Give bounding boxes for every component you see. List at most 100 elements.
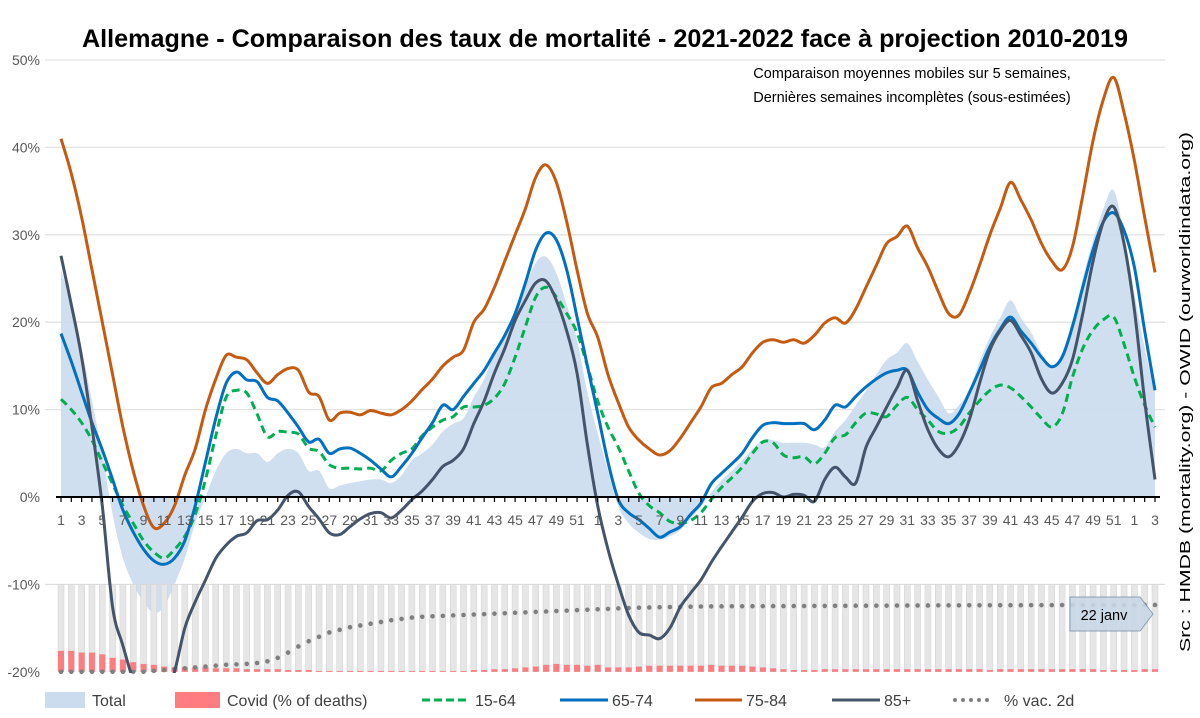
covid-bar [450, 670, 457, 672]
covid-bar [873, 669, 880, 672]
background-bar [398, 584, 405, 673]
y-tick-label: 10% [12, 402, 40, 418]
covid-bar [130, 662, 137, 672]
vac-dot [399, 616, 404, 622]
vac-dot [388, 617, 394, 623]
x-tick-label: 33 [383, 512, 399, 528]
background-bar [1151, 584, 1159, 673]
x-tick-label: 5 [98, 512, 106, 528]
background-bar [955, 584, 963, 673]
vac-dot [822, 603, 828, 609]
vac-dot [781, 603, 786, 609]
background-bar [842, 584, 849, 673]
covid-bar [1017, 669, 1024, 672]
x-tick-label: 5 [635, 512, 643, 528]
vac-dot [1028, 602, 1034, 608]
covid-bar [986, 670, 993, 672]
covid-bar [357, 670, 364, 672]
vac-dot [368, 621, 373, 627]
covid-bar [728, 665, 735, 672]
series-line-75-84 [59, 75, 1157, 531]
background-bar [914, 584, 921, 673]
covid-bar [801, 670, 808, 672]
vac-dot [574, 607, 580, 613]
covid-bar [697, 665, 704, 672]
background-bar [1007, 584, 1014, 673]
vac-dot [461, 612, 466, 618]
vac-dot [935, 603, 941, 608]
covid-bar [718, 665, 725, 672]
vac-dot [471, 612, 477, 617]
vac-dot [254, 660, 260, 666]
y-tick-label: 30% [12, 227, 40, 243]
background-bar [893, 584, 901, 673]
covid-bar [739, 665, 746, 672]
vac-dot [997, 602, 1003, 608]
covid-bar [274, 669, 281, 672]
background-bar [150, 584, 158, 673]
x-tick-label: 41 [466, 512, 482, 528]
vac-dot [698, 604, 704, 609]
background-bar [800, 584, 808, 673]
vac-dot [244, 661, 250, 667]
vac-dot [223, 662, 229, 668]
vac-dot [966, 602, 972, 608]
covid-bar [1131, 670, 1138, 672]
background-bar [491, 584, 498, 673]
background-bar [790, 584, 798, 673]
x-tick-label: 47 [1065, 512, 1081, 528]
covid-bar [491, 669, 498, 672]
covid-bar [811, 670, 818, 672]
legend-label-65-74: 65-74 [612, 693, 653, 710]
x-tick-label: 19 [776, 512, 792, 528]
covid-bar [852, 669, 859, 672]
background-bar [965, 584, 973, 673]
background-bar [511, 584, 519, 673]
vac-dot [812, 603, 817, 609]
series-lines [59, 75, 1157, 673]
x-tick-label: 37 [961, 512, 977, 528]
x-tick-label: 39 [982, 512, 998, 528]
vac-dot [512, 610, 518, 616]
x-tick-label: 25 [838, 512, 854, 528]
covid-bar [997, 669, 1004, 672]
background-bar [233, 584, 240, 673]
background-bar [646, 584, 653, 673]
vac-dot [192, 665, 198, 670]
legend-label-15-64: 15-64 [475, 693, 516, 710]
vac-dot [430, 614, 435, 619]
vac-dot [585, 607, 590, 613]
vac-dot [750, 603, 755, 609]
covid-bar [1090, 669, 1097, 672]
vac-dot [708, 604, 714, 609]
vac-dot [956, 603, 962, 608]
x-tick-label: 45 [1044, 512, 1060, 528]
covid-bar [687, 665, 694, 672]
vac-dot [657, 604, 662, 610]
vac-dot [1008, 602, 1013, 608]
x-tick-label: 15 [198, 512, 214, 528]
covid-bar [429, 670, 436, 672]
vac-dot [832, 603, 838, 609]
vac-dot [213, 663, 219, 668]
background-bar [986, 584, 994, 673]
background-bar [563, 584, 570, 673]
y-axis-labels: -20% -10% 0% 10% 20% 30% 40% 50% [7, 52, 40, 680]
legend-label-85plus: 85+ [884, 693, 911, 710]
background-bar [759, 584, 767, 673]
vac-dot [265, 659, 270, 664]
covid-bar [656, 665, 663, 672]
callout-label: 22 janv [1081, 608, 1129, 624]
vac-dot [1049, 602, 1055, 608]
vac-dot [770, 603, 776, 609]
covid-bar [285, 670, 292, 672]
y-tick-label: 20% [12, 314, 40, 330]
background-bar [811, 584, 818, 673]
background-bar [780, 584, 787, 673]
background-bar [305, 584, 312, 673]
covid-bar [780, 669, 787, 672]
x-tick-label: 1 [57, 512, 65, 528]
covid-bar [1028, 669, 1035, 672]
covid-bar [439, 670, 446, 672]
